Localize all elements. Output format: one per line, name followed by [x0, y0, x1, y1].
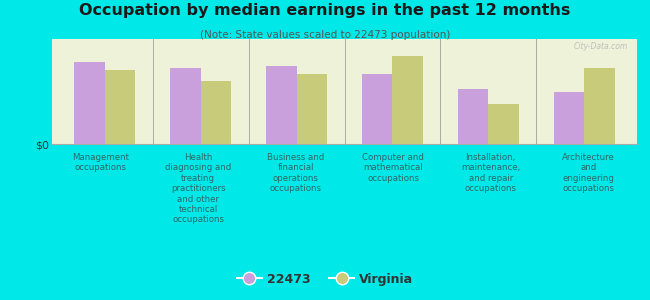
Bar	[488, 104, 519, 144]
Bar	[393, 56, 423, 144]
Bar	[458, 89, 488, 144]
Bar	[296, 74, 327, 144]
Bar	[584, 68, 615, 144]
Text: Business and
financial
operations
occupations: Business and financial operations occupa…	[267, 153, 324, 193]
Text: Health
diagnosing and
treating
practitioners
and other
technical
occupations: Health diagnosing and treating practitio…	[165, 153, 231, 224]
Bar	[105, 70, 135, 144]
Bar	[170, 68, 201, 144]
Bar	[554, 92, 584, 144]
Text: City-Data.com: City-Data.com	[574, 42, 628, 51]
Text: Installation,
maintenance,
and repair
occupations: Installation, maintenance, and repair oc…	[461, 153, 521, 193]
Text: (Note: State values scaled to 22473 population): (Note: State values scaled to 22473 popu…	[200, 30, 450, 40]
Bar	[266, 66, 296, 144]
Bar	[74, 62, 105, 144]
Text: Occupation by median earnings in the past 12 months: Occupation by median earnings in the pas…	[79, 3, 571, 18]
Bar	[362, 74, 393, 144]
Legend: 22473, Virginia: 22473, Virginia	[232, 268, 418, 291]
Text: Architecture
and
engineering
occupations: Architecture and engineering occupations	[562, 153, 615, 193]
Text: Computer and
mathematical
occupations: Computer and mathematical occupations	[362, 153, 424, 183]
Text: Management
occupations: Management occupations	[72, 153, 129, 172]
Bar	[201, 81, 231, 144]
